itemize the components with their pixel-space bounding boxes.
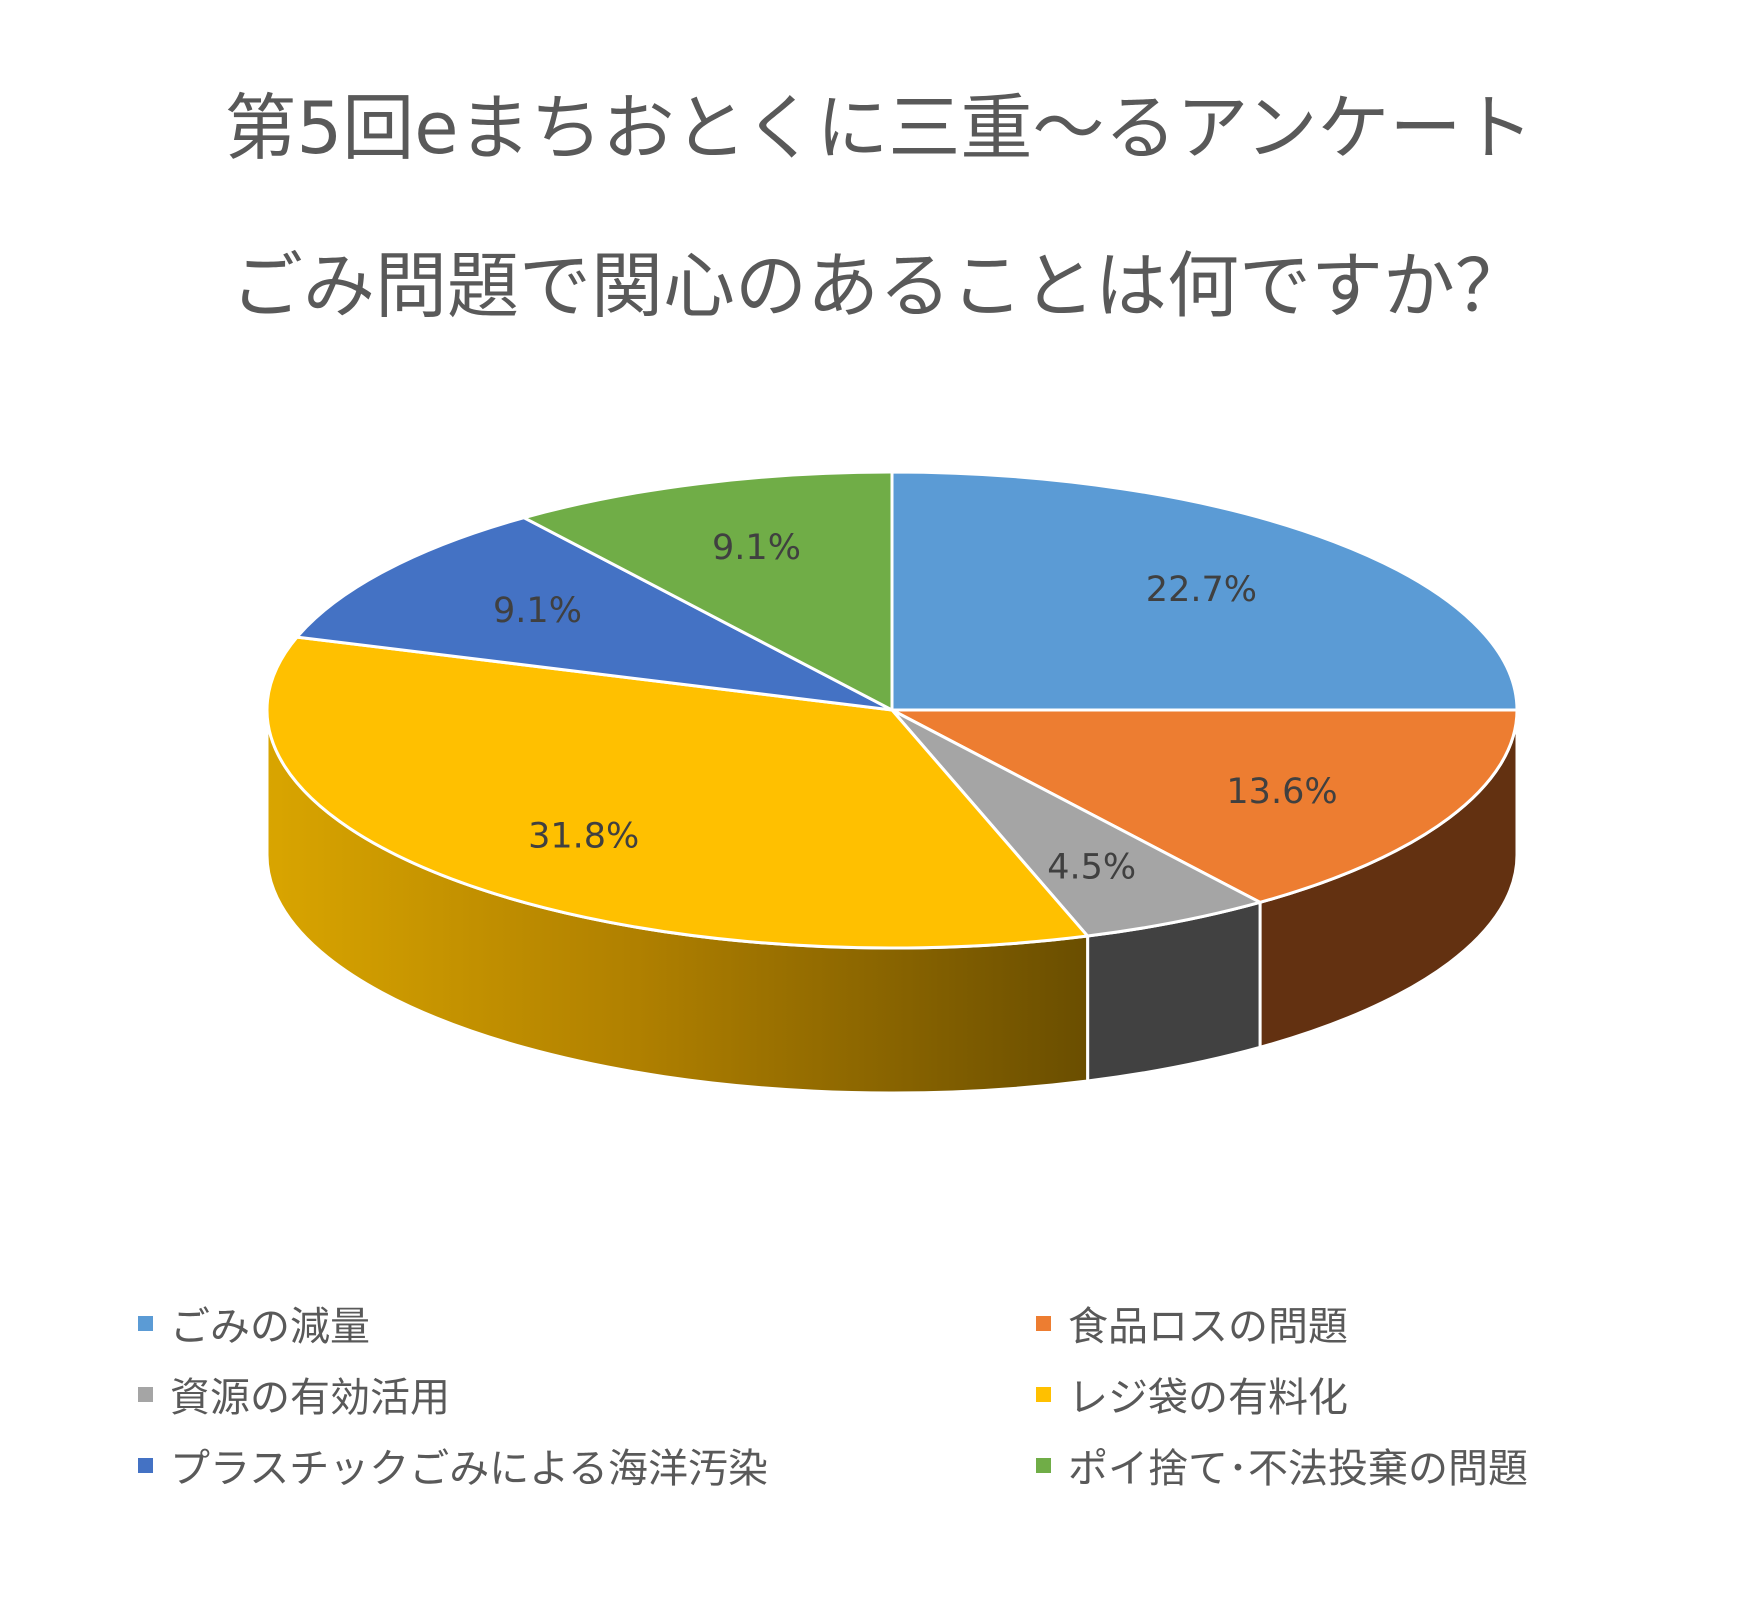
legend-swatch-3 (1036, 1386, 1051, 1402)
legend-swatch-5 (1036, 1457, 1051, 1473)
chart-title: 第5回eまちおとくに三重〜るアンケート (224, 86, 1534, 170)
data-label-3: 31.8% (528, 816, 639, 856)
legend-label-4: プラスチックごみによる海洋汚染 (170, 1446, 768, 1492)
data-label-4: 9.1% (493, 591, 582, 631)
data-label-2: 4.5% (1047, 848, 1136, 888)
pie-slice-2 (890, 708, 1262, 938)
chart-subtitle: ごみ問題で関心のあることは何ですか？ (230, 244, 1527, 328)
legend-label-3: レジ袋の有料化 (1068, 1375, 1348, 1421)
legend-label-0: ごみの減量 (170, 1304, 370, 1350)
pie-tops (265, 470, 1519, 950)
legend-item-4: プラスチックごみによる海洋汚染 (138, 1437, 768, 1493)
legend-item-1: 食品ロスの問題 (1036, 1295, 1348, 1351)
pie-slice-0 (890, 470, 1519, 712)
legend-label-2: 資源の有効活用 (170, 1375, 450, 1421)
legend-swatch-4 (138, 1457, 153, 1473)
legend-label-1: 食品ロスの問題 (1068, 1304, 1348, 1350)
legend-swatch-1 (1036, 1315, 1051, 1331)
legend-swatch-2 (138, 1386, 153, 1402)
data-label-5: 9.1% (712, 528, 801, 568)
legend-item-3: レジ袋の有料化 (1036, 1366, 1348, 1422)
pie-slice-5 (522, 470, 894, 712)
legend-item-5: ポイ捨て･不法投棄の問題 (1036, 1437, 1528, 1493)
data-label-0: 22.7% (1146, 570, 1257, 610)
legend-swatch-0 (138, 1315, 153, 1331)
pie-slice-3 (265, 635, 1090, 950)
pie-data-labels: 22.7% 13.6% 4.5% 31.8% 9.1% 9.1% (493, 528, 1338, 888)
legend-item-2: 資源の有効活用 (138, 1366, 450, 1422)
pie-slice-4 (295, 516, 894, 712)
data-label-1: 13.6% (1226, 772, 1337, 812)
pie-slice-1 (890, 708, 1519, 904)
legend-label-5: ポイ捨て･不法投棄の問題 (1068, 1446, 1528, 1492)
pie-sides (265, 708, 1519, 1095)
legend-item-0: ごみの減量 (138, 1295, 370, 1351)
